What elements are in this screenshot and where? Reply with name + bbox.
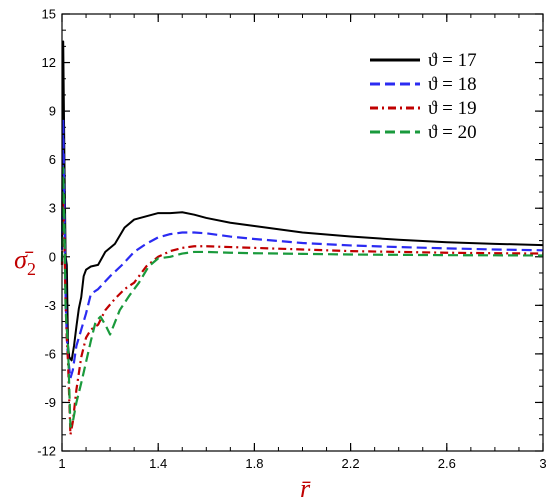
x-tick-label: 3 [539,456,546,471]
y-axis-title: σ̄2 [14,245,36,279]
y-tick-label: 0 [49,249,56,264]
y-tick-label: -6 [44,346,56,361]
x-tick-label: 2.6 [438,456,456,471]
x-tick-label: 1.4 [149,456,167,471]
y-tick-label: 9 [49,104,56,119]
y-tick-label: 15 [42,7,56,22]
y-tick-label: 12 [42,55,56,70]
legend-label: ϑ = 19 [428,98,477,119]
x-tick-label: 2.2 [342,456,360,471]
x-axis-title: r̄ [300,474,311,503]
x-tick-label: 1 [58,456,65,471]
y-tick-label: -3 [44,298,56,313]
x-tick-label: 1.8 [245,456,263,471]
y-tick-label: -12 [37,444,56,459]
y-axis-subscript: 2 [27,259,36,279]
y-tick-label: 3 [49,201,56,216]
y-tick-label: 6 [49,152,56,167]
series-line-4 [60,166,544,428]
y-tick-label: -9 [44,395,56,410]
plot-frame [61,13,544,452]
legend-label: ϑ = 20 [428,122,477,143]
series-line-3 [60,199,544,436]
legend-label: ϑ = 18 [428,74,477,95]
legend-label: ϑ = 17 [428,50,477,71]
